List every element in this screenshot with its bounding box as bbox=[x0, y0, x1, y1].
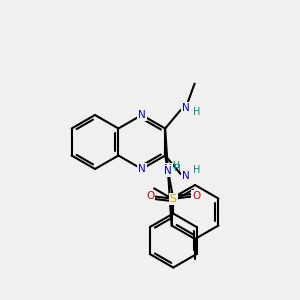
Text: N: N bbox=[182, 171, 190, 181]
Text: N: N bbox=[164, 166, 172, 176]
Text: H: H bbox=[193, 165, 200, 175]
Text: O: O bbox=[146, 191, 154, 201]
Text: H: H bbox=[173, 164, 180, 173]
Text: N: N bbox=[164, 164, 172, 174]
Text: N: N bbox=[182, 103, 190, 113]
Text: H: H bbox=[193, 107, 200, 117]
Text: S: S bbox=[170, 194, 177, 204]
Text: N: N bbox=[138, 164, 146, 174]
Text: N: N bbox=[138, 110, 146, 120]
Text: O: O bbox=[192, 191, 200, 201]
Text: H: H bbox=[172, 161, 179, 170]
